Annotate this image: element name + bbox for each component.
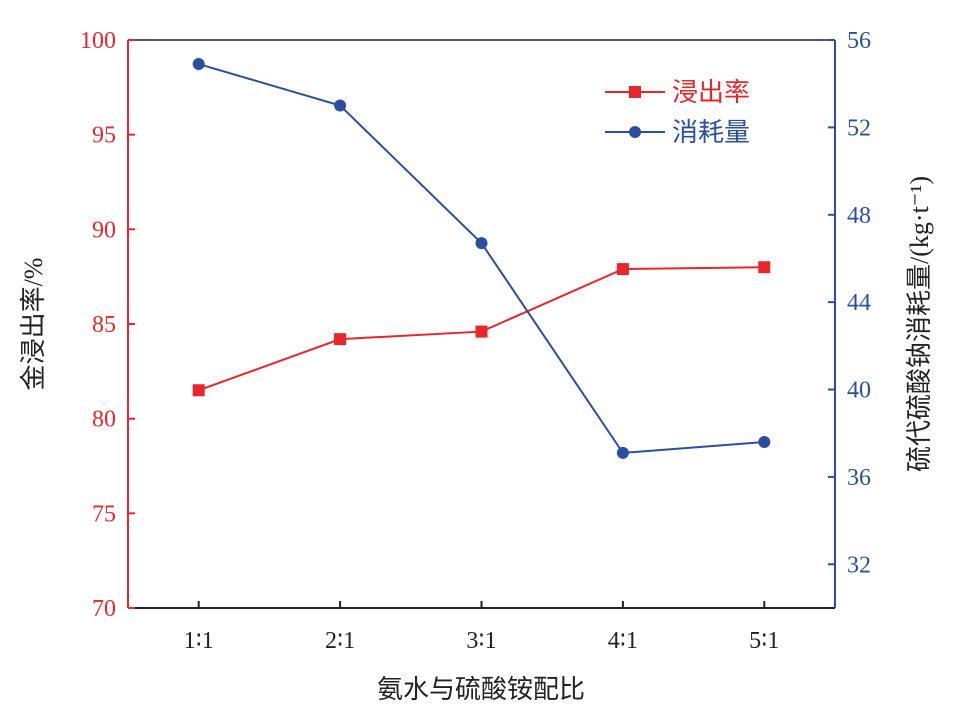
y-right-tick-label: 48 [847, 203, 871, 229]
legend-label: 浸出率 [672, 78, 750, 107]
x-tick-label: 4∶1 [608, 628, 638, 654]
y-left-tick-label: 95 [92, 123, 116, 149]
x-tick-label: 3∶1 [466, 628, 496, 654]
data-point-square [475, 325, 488, 338]
y-right-axis-label: 硫代硫酸钠消耗量/(kg·t⁻¹) [905, 176, 934, 472]
data-point-square [334, 333, 347, 346]
y-left-axis-label: 金浸出率/% [19, 258, 48, 391]
y-left-tick-label: 85 [92, 312, 116, 338]
data-point-square [192, 384, 205, 397]
legend-circle-marker [629, 126, 641, 138]
y-left-tick-label: 80 [92, 407, 116, 433]
data-point-circle [334, 99, 347, 112]
y-left-tick-label: 70 [92, 596, 116, 622]
y-right-tick-label: 40 [847, 378, 871, 404]
y-left-tick-label: 100 [80, 28, 116, 54]
y-right-tick-label: 52 [847, 115, 871, 141]
legend-square-marker [629, 86, 641, 98]
y-right-tick-label: 32 [847, 552, 871, 578]
x-tick-label: 1∶1 [184, 628, 214, 654]
y-right-tick-label: 44 [847, 290, 871, 316]
legend-label: 消耗量 [672, 118, 750, 147]
data-point-square [758, 261, 771, 274]
data-point-circle [758, 435, 771, 448]
y-right-tick-label: 36 [847, 465, 871, 491]
data-point-square [616, 263, 629, 276]
x-tick-label: 5∶1 [749, 628, 779, 654]
data-point-circle [192, 58, 205, 71]
x-tick-label: 2∶1 [325, 628, 355, 654]
data-point-circle [475, 237, 488, 250]
x-axis-label: 氨水与硫酸铵配比 [377, 675, 585, 704]
data-point-circle [616, 446, 629, 459]
y-right-tick-label: 56 [847, 28, 871, 54]
y-left-tick-label: 75 [92, 501, 116, 527]
y-left-tick-label: 90 [92, 217, 116, 243]
